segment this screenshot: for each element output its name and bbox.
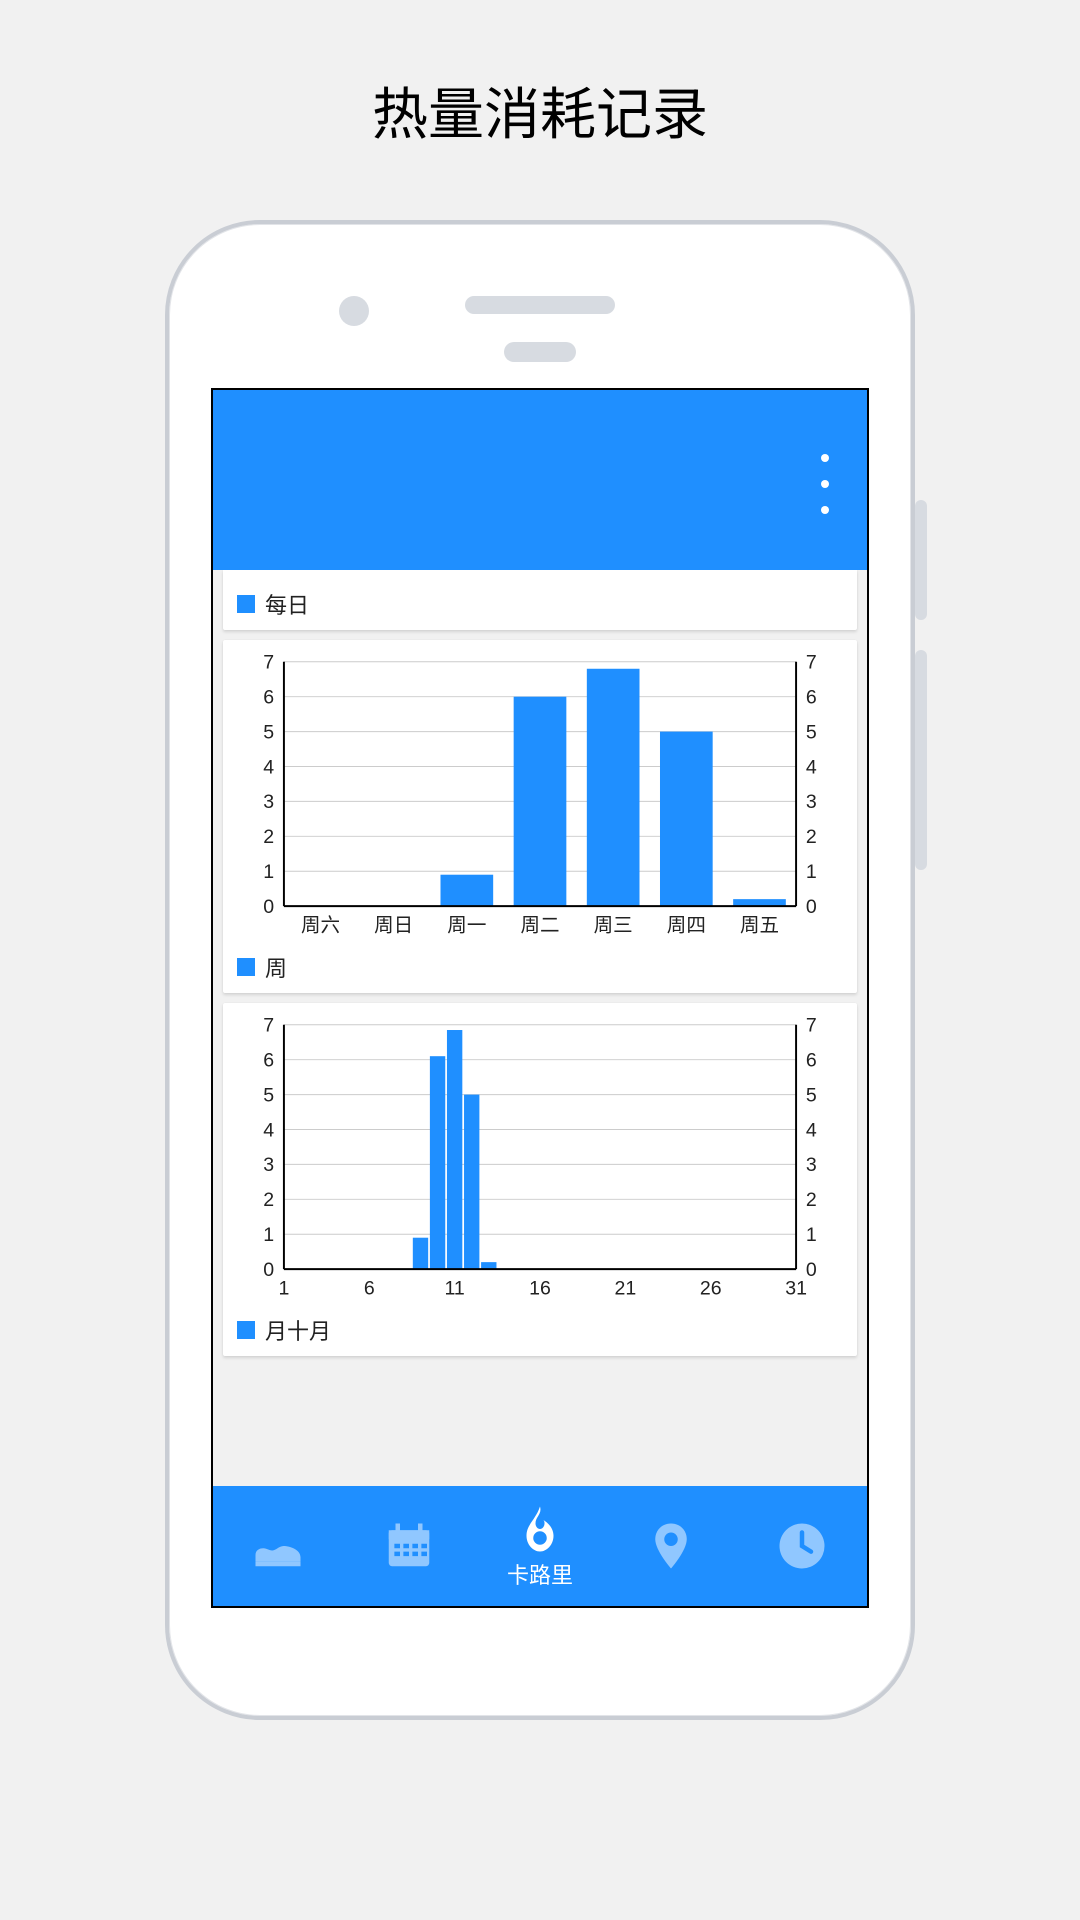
nav-item-clock[interactable] [736,1486,867,1606]
svg-text:1: 1 [278,1278,289,1300]
svg-text:31: 31 [785,1278,807,1300]
month-legend: 月十月 [237,1314,843,1346]
svg-text:16: 16 [529,1278,551,1300]
svg-text:7: 7 [806,1015,817,1037]
svg-text:4: 4 [263,756,274,778]
content-area: 每日 0011223344556677周六周日周一周二周三周四周五 周 [213,570,867,1486]
week-legend-swatch [237,958,255,976]
svg-text:3: 3 [806,791,817,813]
svg-text:0: 0 [263,896,274,918]
nav-item-calendar[interactable] [344,1486,475,1606]
svg-text:5: 5 [806,1085,817,1107]
month-chart: 0011223344556677161116212631 [237,1015,843,1308]
month-legend-swatch [237,1321,255,1339]
svg-text:6: 6 [806,1050,817,1072]
svg-text:7: 7 [806,652,817,674]
svg-text:11: 11 [445,1278,465,1300]
svg-text:4: 4 [806,756,817,778]
svg-text:1: 1 [806,861,817,883]
svg-text:0: 0 [263,1259,274,1281]
svg-text:4: 4 [263,1120,274,1142]
svg-text:0: 0 [806,1259,817,1281]
svg-text:5: 5 [263,1085,274,1107]
svg-text:3: 3 [263,791,274,813]
nav-item-calories[interactable]: 卡路里 [475,1486,606,1606]
bottom-nav: 卡路里 [213,1486,867,1606]
svg-text:6: 6 [263,687,274,709]
app-bar [213,390,867,570]
svg-text:0: 0 [806,896,817,918]
phone-mockup: 每日 0011223344556677周六周日周一周二周三周四周五 周 [165,220,915,1720]
overflow-menu-button[interactable] [811,454,839,514]
svg-text:周日: 周日 [374,915,413,937]
screen: 每日 0011223344556677周六周日周一周二周三周四周五 周 [211,388,869,1608]
daily-legend: 每日 [237,588,843,620]
svg-text:6: 6 [806,687,817,709]
svg-text:2: 2 [806,1189,817,1211]
svg-text:2: 2 [263,826,274,848]
svg-text:2: 2 [263,1189,274,1211]
svg-text:周一: 周一 [447,915,486,937]
svg-text:1: 1 [263,1224,274,1246]
svg-text:1: 1 [806,1224,817,1246]
daily-legend-swatch [237,595,255,613]
svg-text:2: 2 [806,826,817,848]
page-title: 热量消耗记录 [0,0,1080,201]
week-legend: 周 [237,951,843,983]
svg-text:6: 6 [364,1278,375,1300]
calendar-icon [382,1519,436,1573]
svg-text:26: 26 [700,1278,722,1300]
svg-text:6: 6 [263,1050,274,1072]
week-card: 0 0 1 1 2 2 3 3 4 4 5 5 6 6 7 7 周六 周日 周一 周二 周三 周四 周五 周 [223,640,857,993]
clock-icon [775,1519,829,1573]
svg-text:周六: 周六 [301,915,340,937]
svg-text:7: 7 [263,652,274,674]
month-card: 0011223344556677161116212631 月十月 [223,1003,857,1356]
shoe-icon [251,1519,305,1573]
svg-text:周三: 周三 [594,915,633,937]
svg-text:周五: 周五 [740,915,779,937]
phone-speaker [465,296,615,314]
phone-power-button [915,500,927,620]
phone-speaker-2 [504,342,576,362]
daily-card: 每日 [223,570,857,630]
svg-text:5: 5 [806,721,817,743]
phone-volume-button [915,650,927,870]
location-icon [644,1519,698,1573]
svg-text:1: 1 [263,861,274,883]
svg-text:21: 21 [614,1278,636,1300]
nav-item-shoe[interactable] [213,1486,344,1606]
month-legend-label: 月十月 [265,1314,331,1346]
svg-text:5: 5 [263,721,274,743]
svg-text:周四: 周四 [667,915,706,937]
svg-text:3: 3 [263,1154,274,1176]
svg-text:3: 3 [806,1154,817,1176]
nav-label-calories: 卡路里 [507,1558,573,1590]
fire-icon [513,1502,567,1556]
week-chart: 0 0 1 1 2 2 3 3 4 4 5 5 6 6 7 7 周六 周日 周一 周二 周三 周四 周五 [237,652,843,945]
nav-item-location[interactable] [605,1486,736,1606]
phone-sensor-dot [339,296,369,326]
svg-text:7: 7 [263,1015,274,1037]
svg-text:4: 4 [806,1120,817,1142]
daily-legend-label: 每日 [265,588,309,620]
svg-text:周二: 周二 [520,915,559,937]
week-legend-label: 周 [265,951,287,983]
